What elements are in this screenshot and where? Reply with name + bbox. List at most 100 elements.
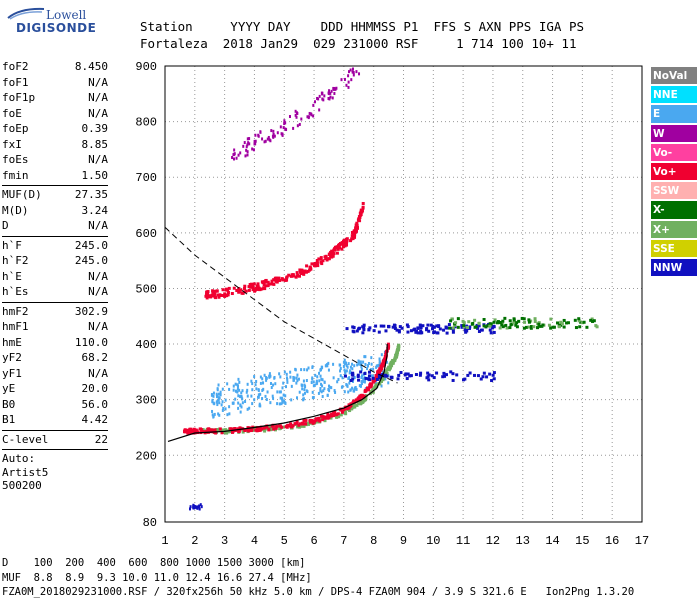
echo-point [347, 74, 350, 78]
echo-point [323, 94, 326, 98]
echo-point [272, 133, 275, 137]
echo-point [216, 388, 219, 392]
echo-point [368, 326, 372, 330]
param-row: yE 20.0 [2, 382, 108, 398]
echo-point [282, 425, 286, 429]
echo-point [332, 411, 336, 415]
echo-point [237, 287, 241, 291]
echo-point [212, 414, 215, 418]
echo-point [541, 323, 545, 327]
echo-point [267, 428, 271, 432]
echo-point [349, 388, 352, 392]
echo-point [363, 355, 366, 359]
echo-point [492, 377, 496, 381]
echo-point [427, 373, 431, 377]
y-tick-label: 600 [135, 227, 157, 241]
echo-point [283, 122, 286, 126]
params-group-muf: MUF(D) 27.35 M(D) 3.24 D N/A [2, 188, 108, 235]
echo-point [257, 388, 260, 392]
echo-point [329, 416, 333, 420]
echo-point [298, 390, 301, 394]
echo-point [418, 373, 422, 377]
echo-point [296, 396, 299, 400]
echo-point [525, 325, 529, 329]
echo-point [383, 371, 387, 375]
echo-point [566, 321, 570, 325]
echo-point [308, 418, 312, 422]
echo-point [259, 381, 262, 385]
echo-point [207, 427, 211, 431]
echo-point [309, 266, 313, 270]
echo-point [463, 328, 467, 332]
echo-point [320, 382, 323, 386]
echo-point [251, 147, 254, 151]
echo-point [222, 406, 225, 410]
echo-point [329, 91, 332, 95]
echo-point [293, 422, 297, 426]
echo-point [360, 367, 363, 371]
echo-point [397, 373, 401, 377]
echo-point [368, 384, 372, 388]
echo-point [220, 428, 224, 432]
echo-point [560, 322, 564, 326]
echo-point [479, 328, 483, 332]
echo-point [330, 255, 334, 259]
echo-point [509, 323, 513, 327]
echo-point [522, 326, 526, 330]
echo-point [315, 259, 319, 263]
echo-point [512, 318, 516, 322]
echo-point [406, 372, 410, 376]
echo-point [264, 278, 268, 282]
echo-point [257, 288, 261, 292]
echo-point [463, 377, 467, 381]
echo-point [336, 380, 339, 384]
echo-point [310, 262, 314, 266]
divider [2, 301, 108, 303]
echo-point [269, 374, 272, 378]
echo-point [379, 364, 383, 368]
echo-point [489, 322, 493, 326]
echo-point [322, 98, 325, 102]
param-row: B0 56.0 [2, 398, 108, 414]
echo-point [482, 324, 486, 328]
logo-lowell-text: Lowell [46, 8, 87, 22]
echo-point [591, 319, 595, 323]
echo-point [323, 387, 326, 391]
echo-point [431, 327, 435, 331]
param-label: yF2 [2, 351, 22, 364]
echo-point [562, 325, 566, 329]
echo-point [378, 357, 381, 361]
echo-point [468, 371, 472, 375]
echo-point [351, 371, 355, 375]
param-value: 56.0 [81, 397, 109, 411]
echo-point [372, 367, 375, 371]
echo-point [362, 395, 366, 399]
echo-point [300, 117, 303, 121]
x-tick-label: 16 [605, 534, 619, 548]
echo-point [328, 385, 331, 389]
echo-point [358, 215, 362, 219]
echo-point [354, 386, 357, 390]
echo-point [345, 364, 348, 368]
echo-point [274, 382, 277, 386]
echo-point [345, 369, 348, 373]
echo-point [408, 374, 412, 378]
echo-point [320, 414, 324, 418]
echo-point [295, 271, 299, 275]
echo-point [382, 359, 386, 363]
echo-point [343, 362, 346, 366]
echo-point [442, 371, 446, 375]
echo-point [366, 367, 369, 371]
echo-point [352, 234, 356, 238]
echo-point [271, 394, 274, 398]
echo-point [355, 70, 358, 74]
x-tick-label: 2 [191, 534, 198, 548]
echo-point [237, 394, 240, 398]
echo-point [351, 379, 354, 383]
echo-point [278, 390, 281, 394]
x-tick-label: 5 [281, 534, 288, 548]
echo-point [319, 389, 322, 393]
echo-point [356, 402, 360, 406]
echo-point [320, 91, 323, 95]
params-group-profile: hmF2 302.9 hmF1 N/A hmE 110.0 yF2 68.2 yF1 N/A yE 2… [2, 305, 108, 429]
